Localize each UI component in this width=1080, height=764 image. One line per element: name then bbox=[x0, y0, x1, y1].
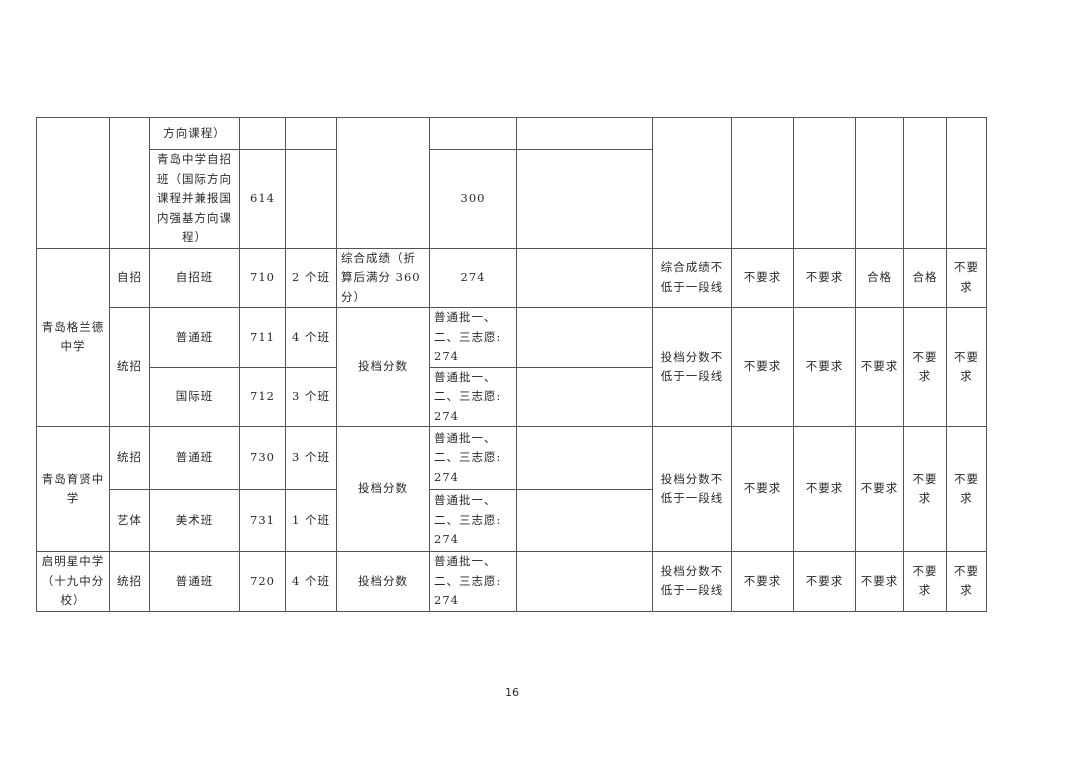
code-cell: 614 bbox=[239, 149, 286, 249]
school-cell: 启明星中学（十九中分校） bbox=[36, 551, 110, 612]
req-cell: 不要求 bbox=[855, 426, 904, 552]
requirement-cell: 综合成绩不低于一段线 bbox=[652, 247, 732, 308]
basis-cell: 投档分数 bbox=[336, 307, 430, 427]
course-cell: 青岛中学自招班（国际方向课程并兼报国内强基方向课程） bbox=[149, 149, 240, 249]
req-cell: 不要求 bbox=[731, 307, 794, 427]
req-cell: 不要求 bbox=[731, 551, 794, 612]
type-cell: 统招 bbox=[109, 426, 150, 490]
code-cell: 720 bbox=[239, 551, 286, 612]
class-cell: 普通班 bbox=[149, 307, 240, 368]
score-cell: 274 bbox=[429, 247, 517, 308]
req-cell: 不要求 bbox=[793, 247, 856, 308]
requirement-cell: 投档分数不低于一段线 bbox=[652, 551, 732, 612]
req-cell: 合格 bbox=[903, 247, 947, 308]
class-cell: 普通班 bbox=[149, 426, 240, 490]
table-row: 统招 普通班 711 4 个班 投档分数 普通批一、二、三志愿: 274 投档分… bbox=[37, 307, 987, 427]
admission-table: 方向课程） 青岛中学自招班（国际方向课程并兼报国内强基方向课程） 614 300… bbox=[36, 117, 987, 612]
score-cell: 普通批一、二、三志愿: 274 bbox=[429, 366, 517, 427]
score-cell: 普通批一、二、三志愿: 274 bbox=[429, 489, 517, 552]
req-cell: 不要求 bbox=[731, 247, 794, 308]
req-cell: 不要求 bbox=[946, 307, 987, 427]
score-cell: 300 bbox=[429, 149, 517, 249]
req-cell: 合格 bbox=[855, 247, 904, 308]
type-cell: 统招 bbox=[109, 307, 150, 427]
code-cell: 711 bbox=[239, 307, 286, 368]
table-row: 方向课程） bbox=[36, 117, 987, 249]
school-cell: 青岛育贤中学 bbox=[36, 426, 110, 552]
code-cell: 710 bbox=[239, 247, 286, 308]
table-row: 启明星中学（十九中分校） 统招 普通班 720 4 个班 投档分数 普通批一、二… bbox=[36, 551, 987, 612]
req-cell: 不要求 bbox=[731, 426, 794, 552]
basis-cell: 综合成绩（折算后满分 360 分） bbox=[336, 247, 430, 308]
req-cell: 不要求 bbox=[855, 307, 904, 427]
table-row: 青岛格兰德中学 自招 自招班 710 2 个班 综合成绩（折算后满分 360 分… bbox=[36, 247, 987, 427]
type-cell: 统招 bbox=[109, 551, 150, 612]
req-cell: 不要求 bbox=[793, 307, 856, 427]
req-cell: 不要求 bbox=[946, 551, 987, 612]
req-cell: 不要求 bbox=[903, 426, 947, 552]
plan-cell: 3 个班 bbox=[285, 366, 337, 427]
score-cell: 普通批一、二、三志愿: 274 bbox=[429, 551, 517, 612]
class-cell: 自招班 bbox=[149, 247, 240, 308]
score-cell: 普通批一、二、三志愿: 274 bbox=[429, 307, 517, 368]
code-cell: 712 bbox=[239, 366, 286, 427]
plan-cell: 4 个班 bbox=[285, 551, 337, 612]
table-row: 国际班 712 3 个班 普通批一、二、三志愿: 274 bbox=[37, 366, 987, 427]
type-cell: 艺体 bbox=[109, 489, 150, 552]
class-cell: 美术班 bbox=[149, 489, 240, 552]
req-cell: 不要求 bbox=[946, 426, 987, 552]
req-cell: 不要求 bbox=[946, 247, 987, 308]
school-cell: 青岛格兰德中学 bbox=[36, 247, 110, 427]
table-row: 艺体 美术班 731 1 个班 普通批一、二、三志愿: 274 bbox=[37, 489, 987, 552]
basis-cell: 投档分数 bbox=[336, 551, 430, 612]
req-cell: 不要求 bbox=[793, 551, 856, 612]
req-cell: 不要求 bbox=[855, 551, 904, 612]
class-cell: 国际班 bbox=[149, 366, 240, 427]
type-cell: 自招 bbox=[109, 247, 150, 308]
table-row: 青岛中学自招班（国际方向课程并兼报国内强基方向课程） 614 300 bbox=[37, 149, 987, 249]
class-cell: 普通班 bbox=[149, 551, 240, 612]
requirement-cell: 投档分数不低于一段线 bbox=[652, 307, 732, 427]
table-row: 青岛育贤中学 统招 普通班 730 3 个班 投档分数 普通批一、二、三志愿: … bbox=[36, 426, 987, 552]
plan-cell: 1 个班 bbox=[285, 489, 337, 552]
page-number: 16 bbox=[505, 686, 519, 699]
plan-cell: 2 个班 bbox=[285, 247, 337, 308]
code-cell: 730 bbox=[239, 426, 286, 490]
code-cell: 731 bbox=[239, 489, 286, 552]
plan-cell: 4 个班 bbox=[285, 307, 337, 368]
course-cell: 方向课程） bbox=[149, 117, 240, 150]
req-cell: 不要求 bbox=[793, 426, 856, 552]
score-cell: 普通批一、二、三志愿: 274 bbox=[429, 426, 517, 490]
basis-cell: 投档分数 bbox=[336, 426, 430, 552]
requirement-cell: 投档分数不低于一段线 bbox=[652, 426, 732, 552]
req-cell: 不要求 bbox=[903, 551, 947, 612]
req-cell: 不要求 bbox=[903, 307, 947, 427]
plan-cell: 3 个班 bbox=[285, 426, 337, 490]
